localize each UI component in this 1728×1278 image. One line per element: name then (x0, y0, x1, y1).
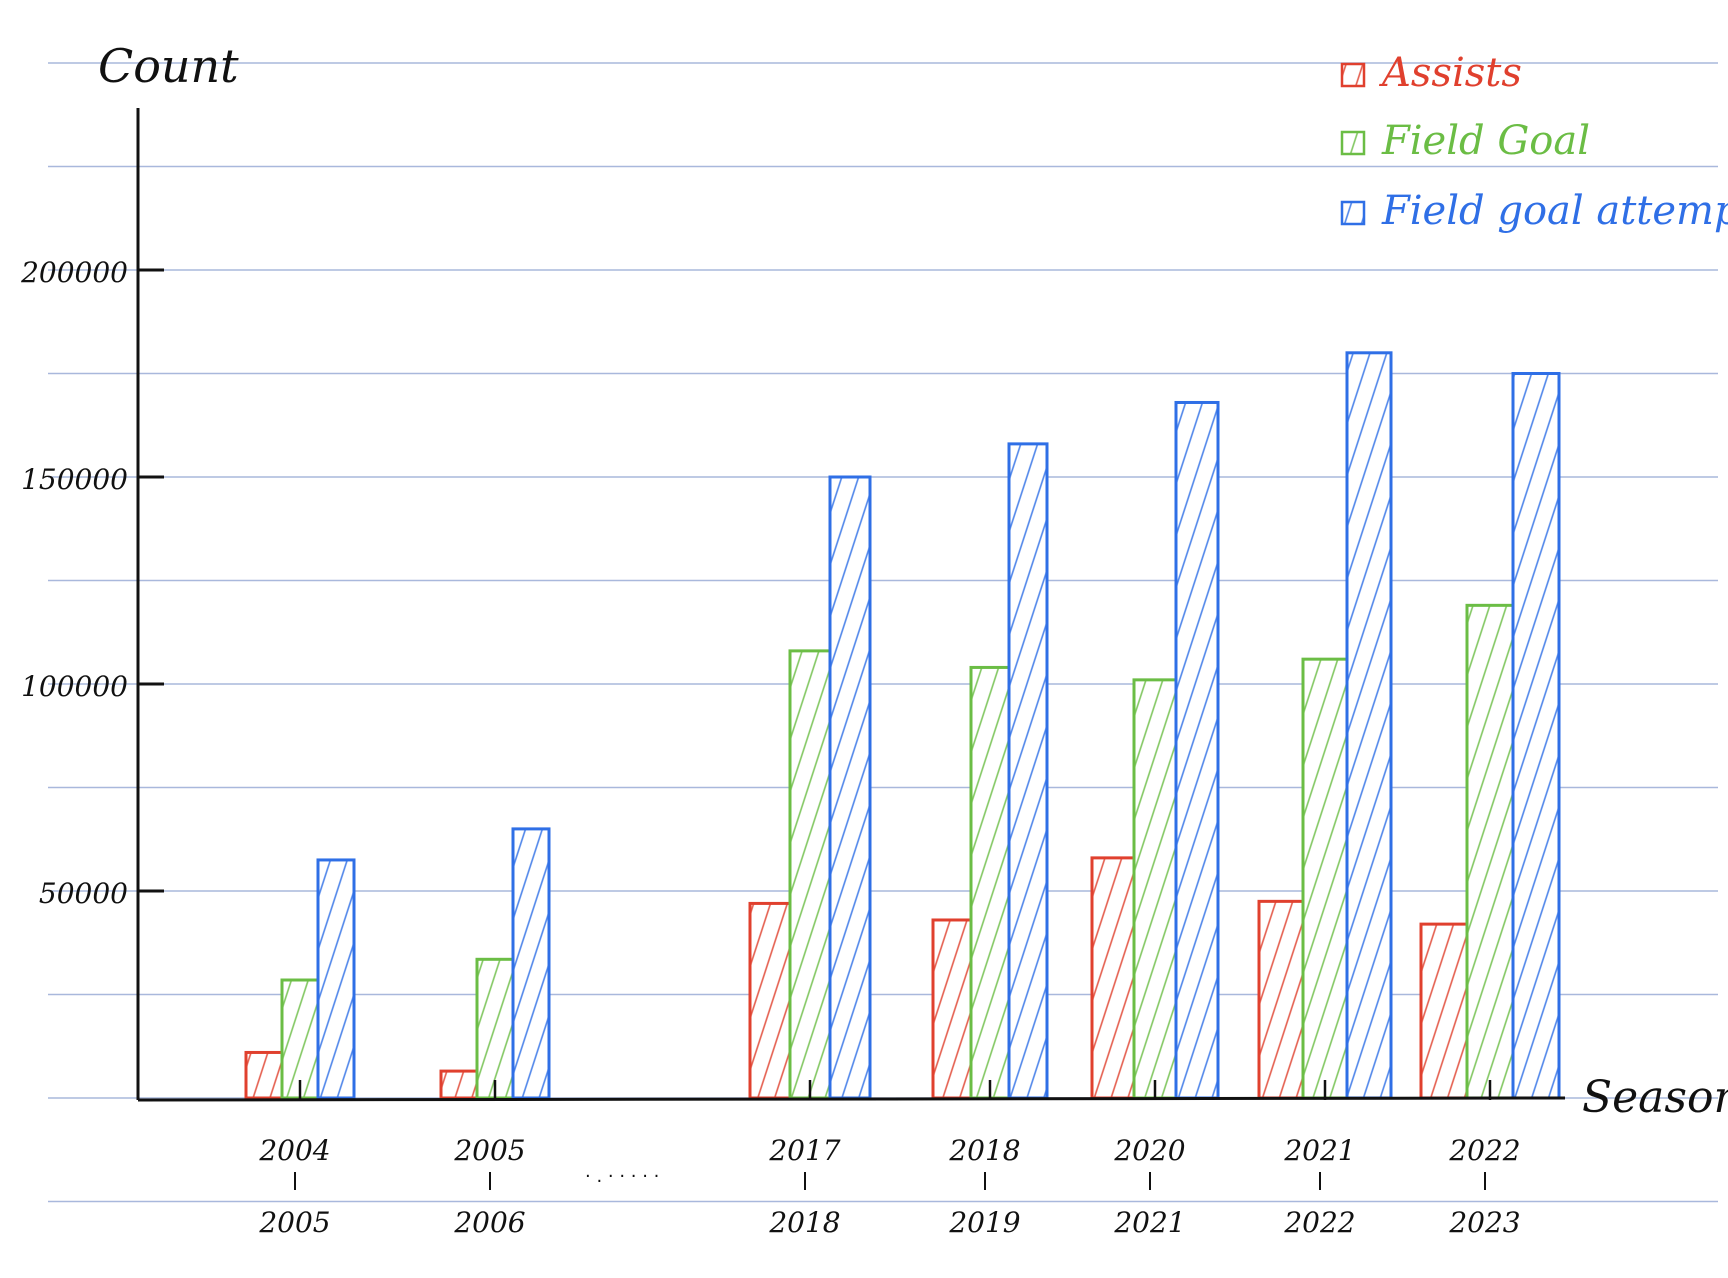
x-tick-label-bottom: 2023 (1448, 1206, 1520, 1239)
y-axis-label: Count (98, 39, 239, 93)
bar-assists (931, 918, 973, 1100)
x-ticks: 2004 2005 2005 2006 2017 2018 2018 2019 2020 2021… (258, 1080, 1521, 1239)
bar-field-goal (280, 978, 320, 1100)
bars (244, 351, 1561, 1100)
bar-field-goal-attempts (1345, 351, 1393, 1100)
legend-item: Field Goal (1340, 118, 1590, 164)
legend: Assists Field Goal Field goal attempts (1340, 50, 1728, 234)
y-ticks: 50000 100000 150000 200000 (20, 256, 164, 910)
bar-field-goal-attempts (1174, 400, 1220, 1100)
bar-field-goal (1132, 678, 1178, 1100)
bar-field-goal (1301, 657, 1349, 1100)
bar-assists (244, 1050, 284, 1100)
y-tick-label: 100000 (21, 670, 128, 703)
x-tick-label-top: 2021 (1283, 1134, 1355, 1167)
y-tick-label: 200000 (20, 256, 128, 289)
bar-assists (439, 1069, 479, 1100)
x-tick-label-top: 2020 (1113, 1134, 1185, 1167)
bar-assists (1257, 899, 1305, 1100)
x-axis-line (137, 1096, 1566, 1102)
legend-item: Assists (1340, 50, 1522, 96)
x-tick-label-bottom: 2006 (453, 1206, 525, 1239)
bar-field-goal-attempts (511, 827, 551, 1100)
legend-swatch (1340, 130, 1366, 156)
bar-field-goal-attempts (316, 858, 356, 1100)
axis-break-marker: · . · · · · · (585, 1166, 659, 1187)
x-tick-label-top: 2018 (948, 1134, 1020, 1167)
legend-label: Assists (1378, 50, 1522, 96)
x-tick-label-bottom: 2019 (948, 1206, 1020, 1239)
bar-assists (1090, 856, 1136, 1100)
bar-assists (748, 901, 792, 1100)
bar-field-goal-attempts (828, 475, 872, 1100)
bar-field-goal (788, 649, 832, 1100)
bar-assists (1419, 922, 1469, 1100)
x-tick-label-bottom: 2022 (1283, 1206, 1355, 1239)
x-tick-label-bottom: 2021 (1113, 1206, 1185, 1239)
bar-field-goal (969, 665, 1011, 1100)
x-tick-label-bottom: 2005 (258, 1206, 330, 1239)
x-tick-label-top: 2005 (453, 1134, 525, 1167)
bar-field-goal-attempts (1007, 442, 1049, 1100)
legend-swatch (1340, 62, 1366, 88)
x-tick-label-top: 2022 (1448, 1134, 1520, 1167)
x-tick-label-top: 2017 (768, 1134, 840, 1167)
legend-label: Field Goal (1381, 118, 1590, 164)
y-tick-label: 150000 (21, 463, 128, 496)
legend-label: Field goal attempts (1381, 188, 1728, 234)
bar-field-goal (1465, 603, 1515, 1100)
x-axis-label: Season (1582, 1072, 1728, 1123)
x-tick-label-bottom: 2018 (768, 1206, 840, 1239)
legend-item: Field goal attempts (1340, 188, 1728, 234)
axes: Count Season · . · · · · · (98, 39, 1728, 1187)
legend-swatch (1340, 200, 1366, 226)
y-tick-label: 50000 (39, 877, 128, 910)
bar-field-goal (475, 957, 515, 1100)
bar-field-goal-attempts (1511, 372, 1561, 1100)
x-tick-label-top: 2004 (258, 1134, 330, 1167)
